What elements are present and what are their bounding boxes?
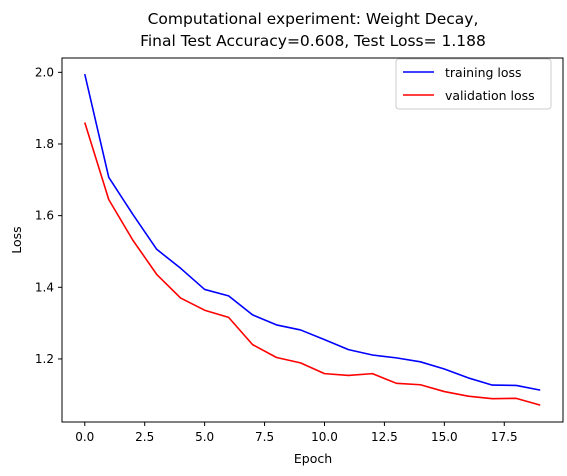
y-axis-label: Loss	[9, 226, 24, 253]
chart-title-line1: Computational experiment: Weight Decay,	[148, 10, 479, 28]
x-tick-label: 7.5	[255, 430, 274, 444]
x-tick-label: 5.0	[195, 430, 214, 444]
legend-label-training-loss: training loss	[445, 65, 522, 80]
legend: training loss validation loss	[395, 58, 552, 110]
x-tick-label: 17.5	[491, 430, 518, 444]
y-tick-label: 1.4	[35, 280, 54, 294]
legend-label-validation-loss: validation loss	[445, 88, 535, 103]
x-tick-label: 12.5	[371, 430, 398, 444]
legend-box	[395, 58, 552, 110]
x-axis: 0.0 2.5 5.0 7.5 10.0 12.5 15.0 17.5	[75, 422, 518, 444]
x-tick-label: 2.5	[135, 430, 154, 444]
series-line-validation-loss	[84, 122, 541, 406]
y-tick-label: 1.8	[35, 137, 54, 151]
series-line-training-loss	[83, 73, 541, 391]
y-tick-label: 1.2	[35, 352, 54, 366]
plot-lines	[83, 73, 541, 406]
x-tick-label: 0.0	[75, 430, 94, 444]
plot-frame	[61, 57, 564, 423]
y-tick-label: 1.6	[35, 209, 54, 223]
chart-title-line2: Final Test Accuracy=0.608, Test Loss= 1.…	[140, 32, 486, 50]
y-tick-label: 2.0	[35, 65, 54, 79]
y-axis: 1.2 1.4 1.6 1.8 2.0	[35, 65, 62, 366]
x-tick-label: 15.0	[431, 430, 458, 444]
x-axis-label: Epoch	[294, 451, 332, 466]
x-tick-label: 10.0	[311, 430, 338, 444]
